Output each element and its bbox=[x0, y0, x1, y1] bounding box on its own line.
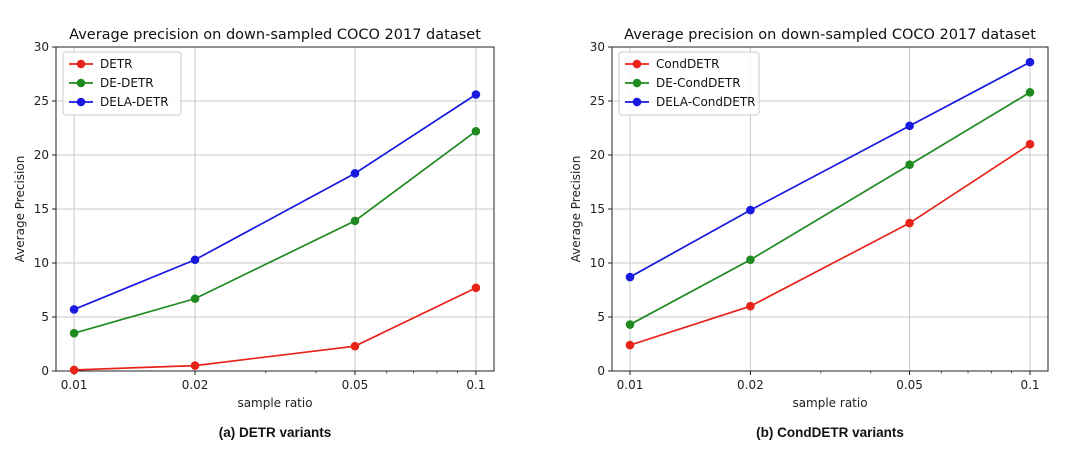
data-point bbox=[190, 294, 200, 303]
chart-panel-2: 0 5 10 15 20 25 30 0.01 0.02 0.05 0.1 Average preci… bbox=[569, 27, 1049, 440]
legend: CondDETR DE-CondDETR DELA-CondDETR bbox=[618, 51, 760, 116]
data-point bbox=[625, 320, 635, 329]
x-tick-label: 0.02 bbox=[737, 378, 764, 392]
data-point bbox=[746, 301, 755, 311]
x-tick-label: 0.1 bbox=[466, 378, 485, 392]
y-axis-label: Average Precision bbox=[13, 156, 27, 263]
x-tick-label: 0.1 bbox=[1020, 378, 1039, 392]
x-axis-label: sample ratio bbox=[237, 396, 312, 410]
legend-swatch-marker bbox=[76, 59, 86, 69]
y-tick-label: 30 bbox=[590, 40, 605, 54]
data-point bbox=[69, 328, 79, 338]
legend-box bbox=[618, 51, 760, 116]
series-line-dela-detr bbox=[73, 93, 477, 311]
y-tick-label: 25 bbox=[590, 94, 605, 108]
chart-panel-1: 0 5 10 15 20 25 30 0.01 0.02 0.05 0.1 Average preci… bbox=[13, 27, 495, 440]
data-point bbox=[905, 218, 914, 228]
data-point bbox=[1025, 139, 1035, 149]
series-line-conddetr bbox=[629, 143, 1031, 346]
y-tick-label: 0 bbox=[41, 364, 49, 378]
y-axis-label: Average Precision bbox=[569, 156, 583, 263]
y-tick-label: 5 bbox=[41, 310, 49, 324]
data-point bbox=[350, 341, 360, 351]
y-tick-label: 20 bbox=[590, 148, 605, 162]
y-tick-label: 10 bbox=[34, 256, 49, 270]
y-tick-label: 10 bbox=[590, 256, 605, 270]
y-tick-label: 0 bbox=[597, 364, 605, 378]
x-tick-label: 0.05 bbox=[342, 378, 369, 392]
y-tick-label: 30 bbox=[34, 40, 49, 54]
y-tick-label: 15 bbox=[590, 202, 605, 216]
data-point bbox=[69, 305, 79, 314]
legend-entry: DELA-DETR bbox=[100, 95, 169, 109]
chart-title: Average precision on down-sampled COCO 2… bbox=[624, 27, 1036, 43]
series-line-de-conddetr bbox=[629, 91, 1031, 326]
data-point bbox=[746, 255, 755, 265]
data-point bbox=[190, 361, 200, 370]
data-point bbox=[1025, 57, 1035, 67]
series-line-de-detr bbox=[73, 130, 477, 335]
data-point bbox=[190, 255, 200, 265]
x-tick-label: 0.01 bbox=[617, 378, 644, 392]
data-point bbox=[746, 205, 755, 215]
data-point bbox=[471, 90, 481, 99]
legend-swatch-marker bbox=[632, 97, 642, 107]
legend-swatch-marker bbox=[632, 78, 642, 88]
y-tick-label: 15 bbox=[34, 202, 49, 216]
x-tick-label: 0.01 bbox=[61, 378, 88, 392]
legend-swatch-marker bbox=[76, 97, 86, 107]
chart-title: Average precision on down-sampled COCO 2… bbox=[69, 27, 481, 43]
legend-entry: DE-DETR bbox=[100, 76, 154, 90]
x-tick-label: 0.02 bbox=[182, 378, 209, 392]
y-tick-label: 20 bbox=[34, 148, 49, 162]
series-line-dela-conddetr bbox=[629, 61, 1031, 278]
series-line-detr bbox=[74, 287, 477, 371]
y-tick-label: 25 bbox=[34, 94, 49, 108]
data-point bbox=[471, 126, 481, 136]
panel-caption: (a) DETR variants bbox=[219, 425, 332, 440]
y-tick-label: 5 bbox=[597, 310, 605, 324]
legend-swatch-marker bbox=[76, 78, 86, 88]
legend-entry: DELA-CondDETR bbox=[656, 95, 756, 109]
data-point bbox=[625, 272, 635, 282]
data-point bbox=[471, 283, 481, 293]
legend-entry: CondDETR bbox=[656, 57, 719, 71]
x-tick-label: 0.05 bbox=[896, 378, 923, 392]
legend-entry: DE-CondDETR bbox=[656, 76, 741, 90]
data-point bbox=[625, 340, 635, 350]
data-point bbox=[69, 365, 79, 375]
legend: DETR DE-DETR DELA-DETR bbox=[62, 51, 182, 116]
data-point bbox=[350, 169, 360, 178]
legend-swatch-marker bbox=[632, 59, 642, 69]
data-point bbox=[350, 216, 360, 226]
data-point bbox=[905, 121, 914, 131]
panel-caption: (b) CondDETR variants bbox=[756, 425, 904, 440]
legend-box bbox=[62, 51, 182, 116]
data-point bbox=[1025, 88, 1035, 97]
data-point bbox=[905, 160, 914, 170]
legend-entry: DETR bbox=[100, 57, 133, 71]
x-axis-label: sample ratio bbox=[792, 396, 867, 410]
